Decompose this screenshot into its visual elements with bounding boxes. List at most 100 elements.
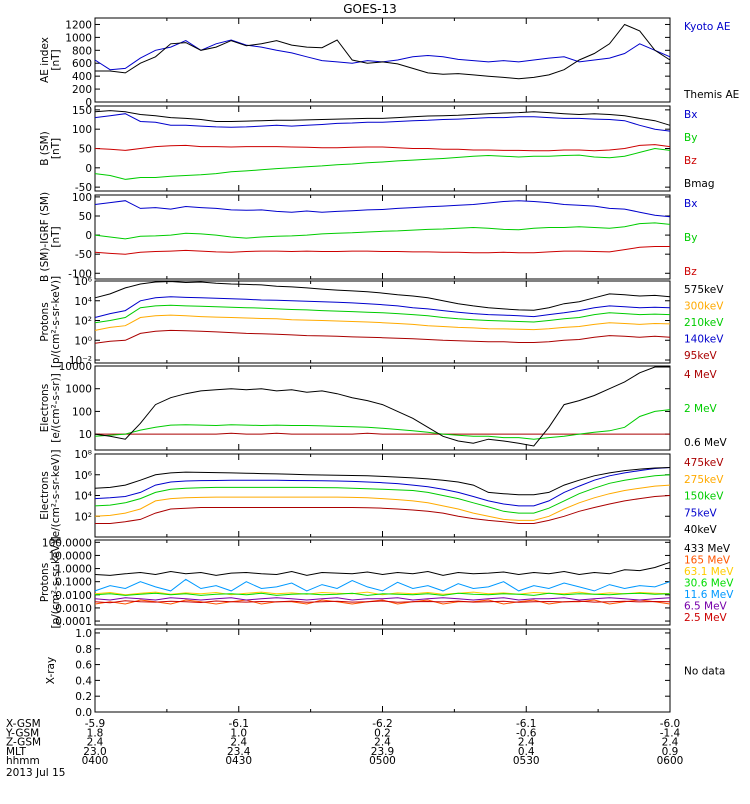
time-axis-value: -6.1 bbox=[229, 718, 250, 730]
y-axis-label-line: [e/(cm²-s-sr-keV)] bbox=[50, 450, 62, 542]
time-axis-value: 2.4 bbox=[87, 737, 104, 749]
y-tick-label: 0 bbox=[85, 230, 92, 242]
time-axis-value: 23.0 bbox=[83, 746, 106, 758]
time-axis-value: 2.4 bbox=[518, 737, 535, 749]
legend-label: 165 MeV bbox=[684, 555, 731, 567]
panel-frame bbox=[94, 453, 671, 538]
y-axis-label-line: [nT] bbox=[50, 138, 62, 159]
y-tick-label: -50 bbox=[75, 182, 92, 194]
legend-label: 75keV bbox=[684, 507, 718, 519]
series-line bbox=[94, 578, 671, 592]
y-tick-label: 800 bbox=[72, 45, 92, 57]
legend-label: 150keV bbox=[684, 491, 724, 503]
figure-title: GOES-13 bbox=[343, 2, 397, 16]
time-axis-value: 1.8 bbox=[87, 727, 104, 739]
time-axis-value: 23.4 bbox=[227, 746, 251, 758]
y-tick-label: 1200 bbox=[65, 19, 92, 31]
legend-label: 6.5 MeV bbox=[684, 601, 728, 613]
series-line bbox=[94, 39, 671, 71]
legend-label: 433 MeV bbox=[684, 543, 731, 555]
y-tick-label: 10⁴ bbox=[74, 296, 92, 308]
time-axis-row-label: hhmm bbox=[6, 755, 40, 767]
series-line bbox=[94, 591, 671, 596]
y-tick-label: 0.6 bbox=[75, 660, 92, 672]
series-line bbox=[94, 409, 671, 440]
y-tick-label: 400 bbox=[72, 71, 92, 83]
series-line bbox=[94, 144, 671, 152]
time-axis-row-label: Z-GSM bbox=[6, 737, 41, 749]
panel-frame bbox=[94, 628, 671, 713]
legend-label: 575keV bbox=[684, 284, 724, 296]
series-line bbox=[95, 23, 671, 80]
legend-label: By bbox=[684, 232, 697, 244]
y-axis-label: B (SM)-IGRF (SM)[nT] bbox=[39, 192, 62, 282]
series-line bbox=[94, 110, 671, 126]
y-tick-label: 100.0000 bbox=[42, 537, 92, 549]
series-line bbox=[94, 592, 671, 596]
series-line bbox=[94, 147, 671, 180]
y-tick-label: 100 bbox=[72, 192, 92, 204]
time-axis-value: -6.0 bbox=[660, 718, 681, 730]
legend-label: Bx bbox=[684, 198, 697, 210]
y-axis-label: Electrons[e/(cm²-s-sr-keV)] bbox=[39, 450, 62, 542]
y-tick-label: 1.0 bbox=[75, 628, 92, 640]
y-tick-label: 0.0 bbox=[75, 707, 92, 719]
y-axis-label-line: [p/(cm²-s-sr-keV)] bbox=[50, 276, 62, 368]
series-line bbox=[94, 280, 671, 311]
legend-label: 11.6 MeV bbox=[684, 589, 734, 601]
legend-label: 475keV bbox=[684, 457, 724, 469]
legend-label: 63.1 MeV bbox=[684, 566, 734, 578]
y-tick-label: 0.4 bbox=[75, 675, 92, 687]
y-tick-label: 0.1000 bbox=[55, 577, 92, 589]
y-axis-label: X-ray bbox=[45, 657, 57, 684]
y-tick-label: 1000 bbox=[65, 384, 92, 396]
y-tick-label: 10⁻² bbox=[69, 355, 92, 367]
series-line bbox=[94, 314, 671, 331]
y-tick-label: 10⁶ bbox=[74, 470, 92, 482]
y-tick-label: 10 bbox=[79, 429, 92, 441]
y-tick-label: 0.8 bbox=[75, 644, 92, 656]
y-tick-label: 0.2 bbox=[75, 691, 92, 703]
y-axis-label-line: Electrons bbox=[39, 471, 51, 520]
y-tick-label: 10⁶ bbox=[74, 276, 92, 288]
y-tick-label: 50 bbox=[79, 211, 92, 223]
series-line bbox=[94, 561, 671, 576]
y-axis-label-line: AE index bbox=[39, 37, 51, 83]
y-tick-label: 1000 bbox=[65, 32, 92, 44]
series-line bbox=[95, 495, 671, 524]
y-tick-label: 50 bbox=[79, 144, 92, 156]
y-tick-label: 100 bbox=[72, 406, 92, 418]
y-tick-label: 1.0000 bbox=[55, 564, 92, 576]
legend-label: Kyoto AE bbox=[684, 21, 730, 33]
series-line bbox=[94, 467, 671, 496]
series-line bbox=[94, 597, 671, 601]
y-axis-label-line: Protons bbox=[39, 302, 51, 341]
y-tick-label: 10000 bbox=[59, 361, 92, 373]
panel-frame bbox=[94, 365, 671, 451]
panel-2: -50 0 50 100 150 B (SM)[nT] Bx By Bz Bmag bbox=[39, 105, 715, 194]
time-axis-value: -6.1 bbox=[516, 718, 537, 730]
y-tick-label: 0.0001 bbox=[55, 616, 92, 628]
panel-8: 0.0 0.2 0.4 0.6 0.8 1.0 X-ray No data bbox=[45, 628, 725, 719]
y-axis-label: Protons[p/(cm²-s-sr-keV)] bbox=[39, 276, 62, 368]
time-axis-value: 0.9 bbox=[662, 746, 679, 758]
panel-3: -100 -50 0 50 100 B (SM)-IGRF (SM)[nT] Bx By Bz bbox=[39, 192, 697, 282]
time-axis-row-label: MLT bbox=[6, 746, 26, 758]
legend-label: 95keV bbox=[684, 350, 718, 362]
panel-4: 10⁻² 10⁰ 10² 10⁴ 10⁶ Protons[p/(cm²-s-sr-keV)… bbox=[39, 276, 724, 368]
time-axis-value: 2.4 bbox=[374, 737, 391, 749]
y-tick-label: 10⁴ bbox=[74, 491, 92, 503]
time-axis-value: 0400 bbox=[82, 755, 109, 767]
time-axis-value: -5.9 bbox=[85, 718, 106, 730]
y-tick-label: 10⁰ bbox=[74, 335, 92, 347]
y-axis-label-line: [nT] bbox=[50, 226, 62, 247]
panel-frame bbox=[94, 17, 671, 103]
series-line bbox=[94, 304, 671, 324]
time-axis-value: 0500 bbox=[369, 755, 396, 767]
y-axis-label: Electrons[e/(cm²-s-sr)] bbox=[39, 373, 62, 442]
y-tick-label: 100 bbox=[72, 124, 92, 136]
